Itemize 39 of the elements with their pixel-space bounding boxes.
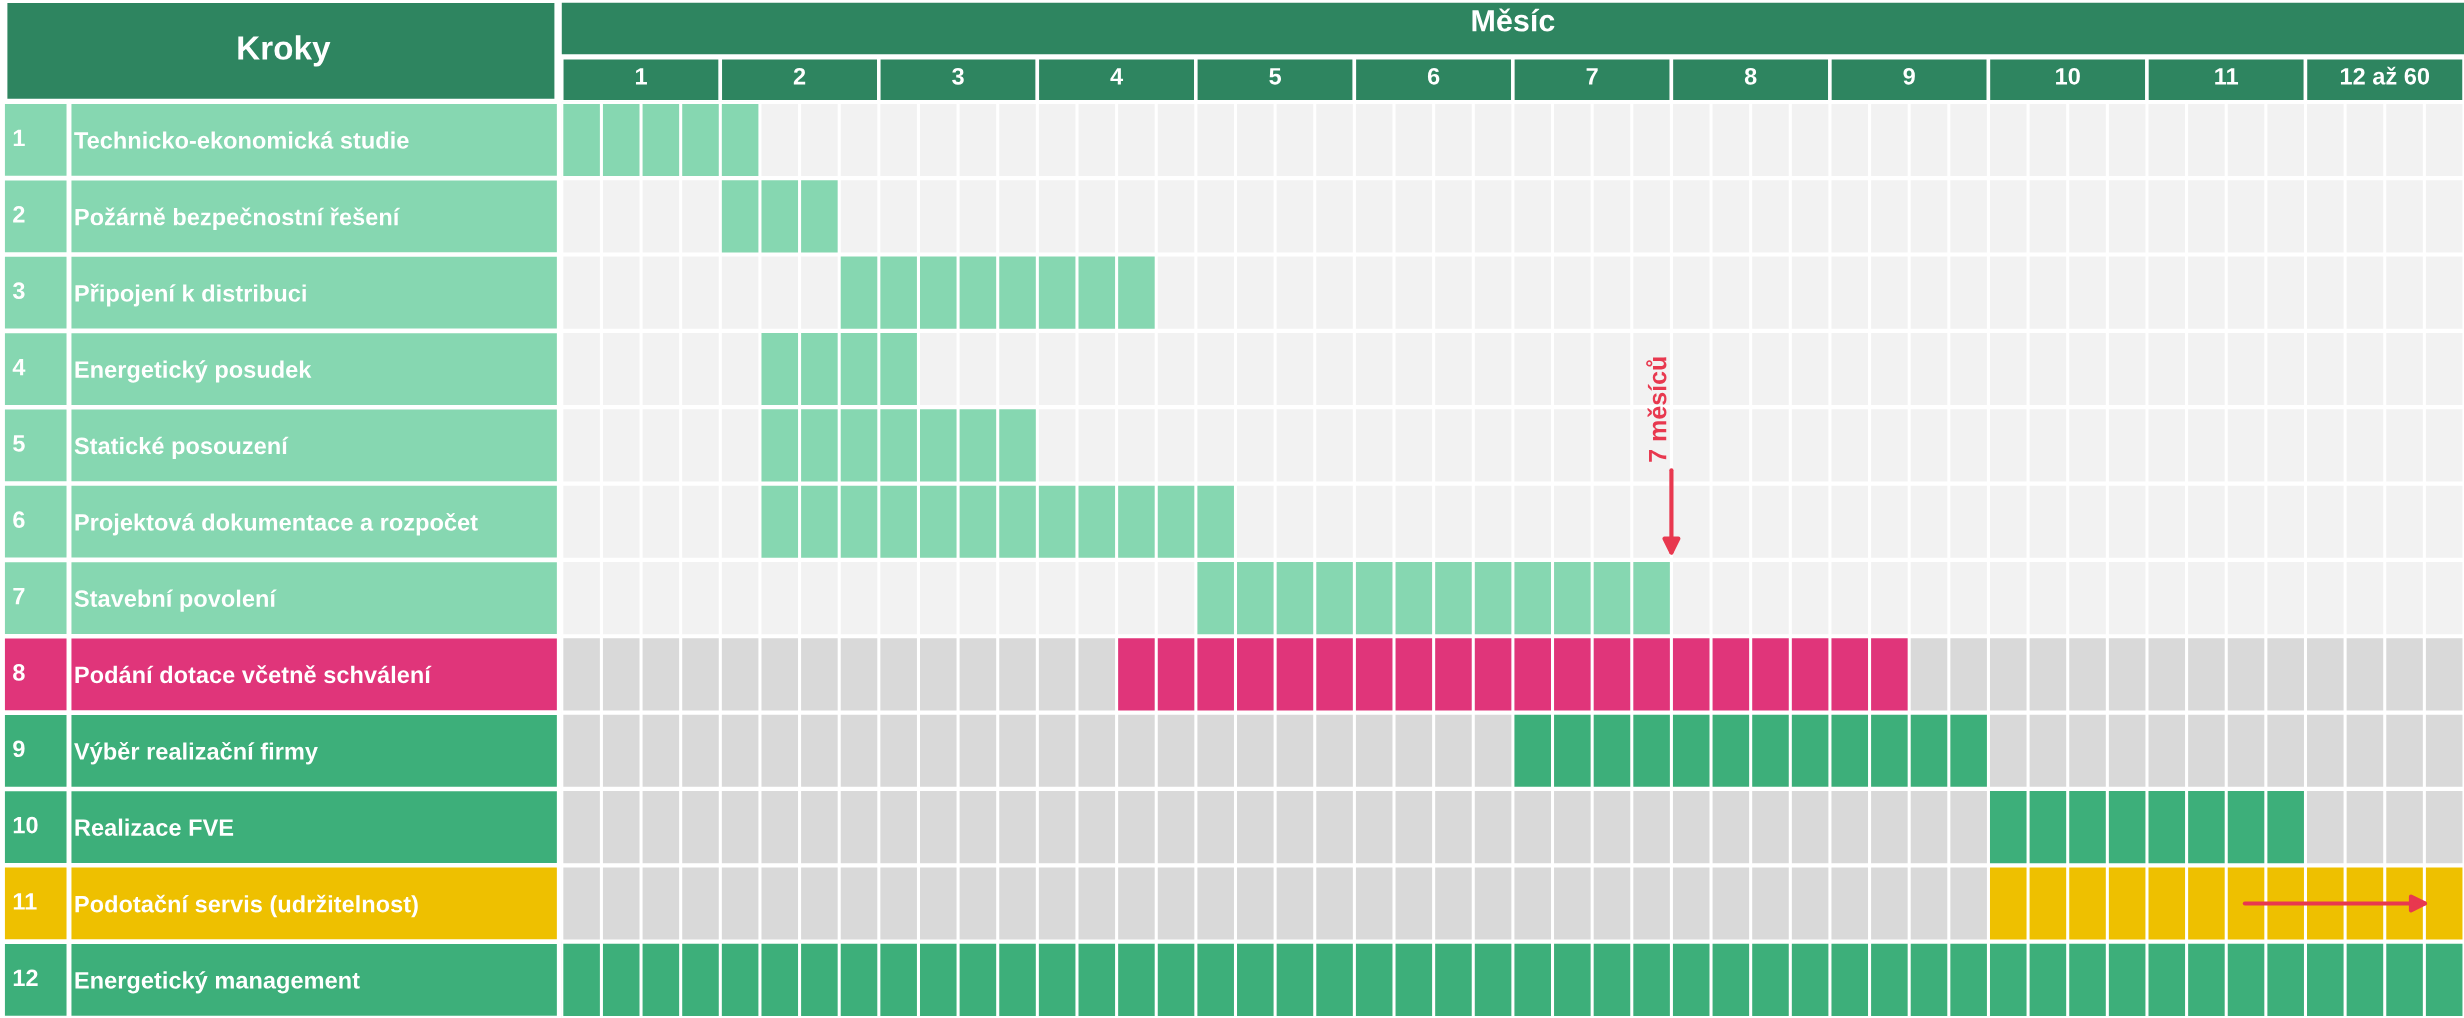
x-tick-label: 11	[2215, 68, 2239, 85]
y-tick-label: Podání dotace včetně schválení	[75, 665, 432, 684]
x-tick-label: 2	[793, 67, 806, 85]
text: 9	[13, 740, 25, 758]
text: 11	[13, 893, 37, 910]
text: 1	[13, 129, 25, 147]
x-tick-label: 9	[1903, 67, 1915, 85]
text: 2	[13, 205, 25, 223]
x-axis-title: Měsíc	[1472, 8, 1555, 32]
y-tick-label: Realizace FVE	[75, 818, 234, 836]
x-tick-label: 5	[1269, 68, 1282, 85]
y-axis-title: Kroky	[238, 35, 331, 67]
x-tick-label: 8	[1744, 67, 1757, 85]
text: 6	[13, 511, 25, 529]
x-tick-label: 4	[1110, 68, 1124, 85]
text: 7	[13, 587, 25, 605]
text: 12	[13, 969, 38, 986]
y-tick-label: Technicko-ekonomická studie	[74, 131, 409, 149]
y-tick-label: Připojení k distribuci	[75, 283, 306, 307]
x-tick-label: 3	[952, 67, 964, 85]
text: 8	[13, 664, 25, 681]
y-tick-label: Statické posouzení	[74, 436, 289, 459]
text: 10	[13, 816, 38, 834]
y-tick-label: Energetický posudek	[75, 360, 312, 383]
y-tick-label: Požárně bezpečnostní řešení	[75, 207, 400, 231]
x-tick-label: 10	[2056, 67, 2080, 85]
text: 4	[12, 358, 26, 376]
y-tick-label: Stavební povolení	[74, 589, 277, 612]
x-tick-label: 12 až 60	[2340, 66, 2430, 85]
text: 3	[12, 282, 25, 300]
text: 5	[13, 435, 25, 452]
annotation: 7 měsíců	[1646, 357, 1667, 462]
y-tick-label: Energetický management	[75, 971, 360, 994]
x-tick-label: 1	[635, 68, 647, 85]
y-tick-label: Projektová dokumentace a rozpočet	[75, 512, 478, 536]
y-tick-label: Podotační servis (udržitelnost)	[75, 894, 418, 918]
x-tick-label: 7	[1586, 68, 1598, 85]
y-tick-label: Výběr realizační firmy	[74, 741, 318, 765]
x-tick-label: 6	[1427, 67, 1440, 85]
